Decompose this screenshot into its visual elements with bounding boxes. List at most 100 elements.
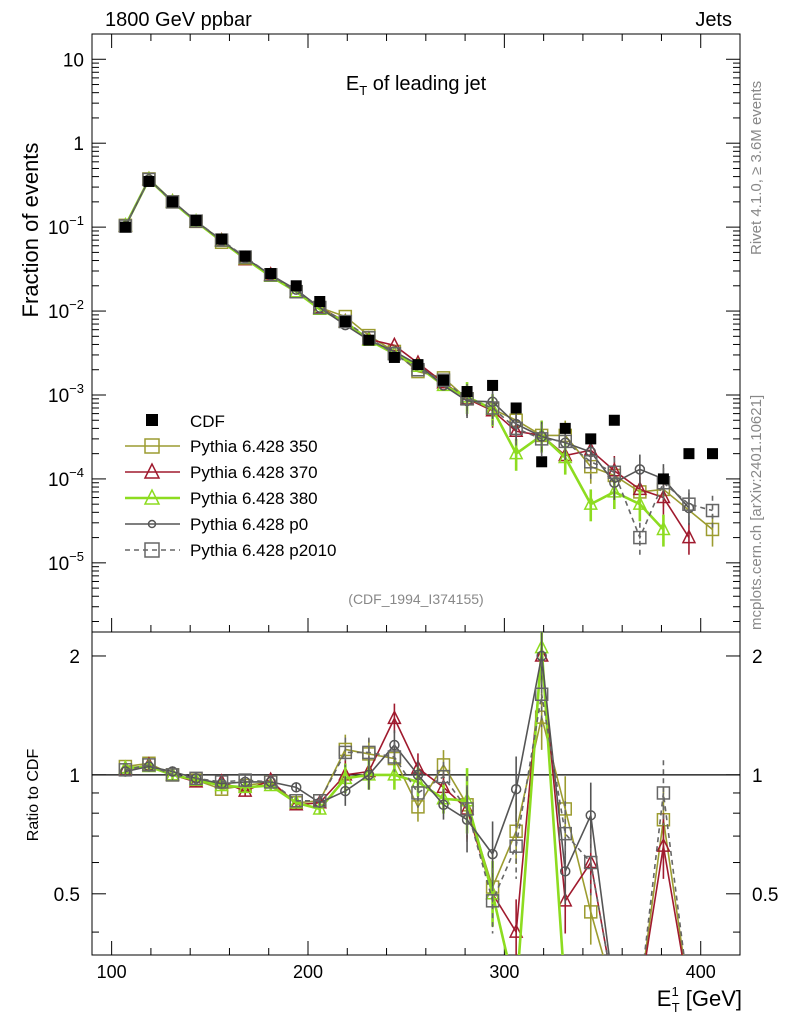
ratio-point [237, 782, 253, 797]
x-tick-label: 300 [489, 962, 519, 982]
ratio-point [289, 794, 303, 808]
cdf-point [707, 448, 719, 460]
ratio-point [189, 771, 203, 786]
ratio-point [238, 773, 252, 787]
cdf-point [363, 334, 375, 346]
series-line [124, 178, 690, 509]
ratio-line [125, 655, 683, 955]
axes-ticks: 100 200 300 400 10 1 10−1 10−2 10−3 10−4 10−5 0.5 0.… [48, 33, 778, 982]
y-tick-label: 10−3 [48, 381, 84, 407]
cdf-point [167, 196, 179, 208]
ratio-point [167, 766, 178, 777]
ratio-point [559, 866, 571, 877]
legend-cdf-marker [146, 414, 158, 426]
ratio-point [534, 687, 549, 702]
cdf-point [559, 422, 571, 434]
legend-label: Pythia 6.428 350 [190, 437, 318, 456]
legend-label: Pythia 6.428 380 [190, 489, 318, 508]
ratio-point [118, 763, 133, 777]
y-tick-label: 10 [63, 50, 84, 71]
ratio-point [387, 766, 402, 781]
cdf-point [290, 280, 302, 292]
ratio-point [411, 786, 425, 800]
ratio-point [387, 750, 402, 764]
ratio-tick-label-right: 2 [752, 647, 763, 668]
series-point [681, 528, 697, 544]
chart-title-rest: of leading jet [367, 73, 486, 95]
cdf-point [412, 359, 424, 371]
ratio-point [387, 709, 402, 725]
ratio-point [165, 768, 180, 782]
series-ratio-4 [118, 661, 685, 955]
ratio-point [263, 775, 278, 789]
y-tick-label: 10−1 [48, 213, 84, 239]
ratio-line [125, 647, 564, 955]
ratio-point [362, 745, 376, 760]
legend-label: Pythia 6.428 p2010 [190, 541, 337, 560]
cdf-point [461, 386, 473, 398]
legend-cdf-label: CDF [190, 412, 225, 431]
ratio-point [142, 758, 156, 772]
ratio-point [584, 905, 598, 919]
series-point [705, 503, 720, 518]
series-point [607, 465, 622, 480]
analysis-tag: (CDF_1994_I374155) [348, 591, 483, 607]
x-tick-label: 100 [97, 962, 127, 982]
ratio-point [438, 799, 449, 811]
ratio-point [510, 783, 522, 795]
series-point [583, 495, 598, 510]
x-tick-label: 400 [686, 962, 716, 982]
ratio-point [487, 848, 498, 860]
ratio-tick-label: 0.5 [54, 885, 80, 906]
series-point [558, 448, 573, 464]
series-point [338, 314, 353, 329]
series-point [534, 432, 549, 446]
cdf-point [437, 374, 449, 386]
ratio-point [536, 650, 547, 662]
y-tick-label: 10−5 [48, 549, 84, 575]
x-axis-label-rest: [GeV] [680, 986, 742, 1011]
legend-label: Pythia 6.428 p0 [190, 515, 308, 534]
cdf-point [683, 448, 695, 460]
series-ratio-2 [118, 632, 564, 955]
cdf-point [657, 473, 669, 485]
side-label-top: Rivet 4.1.0, ≥ 3.6M events [748, 81, 765, 255]
cdf-point [314, 295, 326, 307]
series-point [508, 444, 524, 460]
cdf-point [143, 175, 155, 187]
ratio-tick-label-right: 1 [752, 766, 763, 787]
ratio-point [214, 776, 229, 792]
ratio-point [509, 839, 523, 853]
ratio-point [313, 794, 327, 808]
cdf-point [216, 233, 228, 245]
legend-marker [147, 519, 157, 529]
series-ratio-1 [118, 632, 683, 955]
ratio-line [125, 716, 684, 955]
header-left: 1800 GeV ppbar [105, 9, 252, 31]
cdf-point [388, 351, 400, 363]
series-point [656, 520, 671, 536]
series-point [436, 373, 451, 387]
ratio-point [312, 800, 327, 815]
series-point [509, 421, 523, 436]
ratio-point [460, 802, 474, 816]
cdf-points [119, 175, 719, 485]
cdf-point [190, 214, 202, 226]
series-point [558, 434, 572, 449]
ratio-line [125, 694, 685, 955]
ratio-tick-label: 2 [69, 647, 80, 668]
ratio-point [363, 769, 375, 781]
cdf-point [339, 316, 351, 328]
ratio-point [485, 894, 500, 908]
y-tick-label: 1 [73, 134, 84, 155]
x-axis-label-sup: 1 [671, 984, 678, 999]
ratio-point [214, 775, 229, 789]
legend-marker [144, 542, 160, 558]
legend-marker [144, 438, 160, 454]
cdf-point [239, 250, 251, 262]
legend-label: Pythia 6.428 370 [190, 463, 318, 482]
legend: CDF Pythia 6.428 350 Pythia 6.428 370 Pythi… [125, 412, 337, 560]
cdf-point [119, 221, 131, 233]
series-point [165, 195, 180, 209]
ratio-point [290, 782, 302, 793]
